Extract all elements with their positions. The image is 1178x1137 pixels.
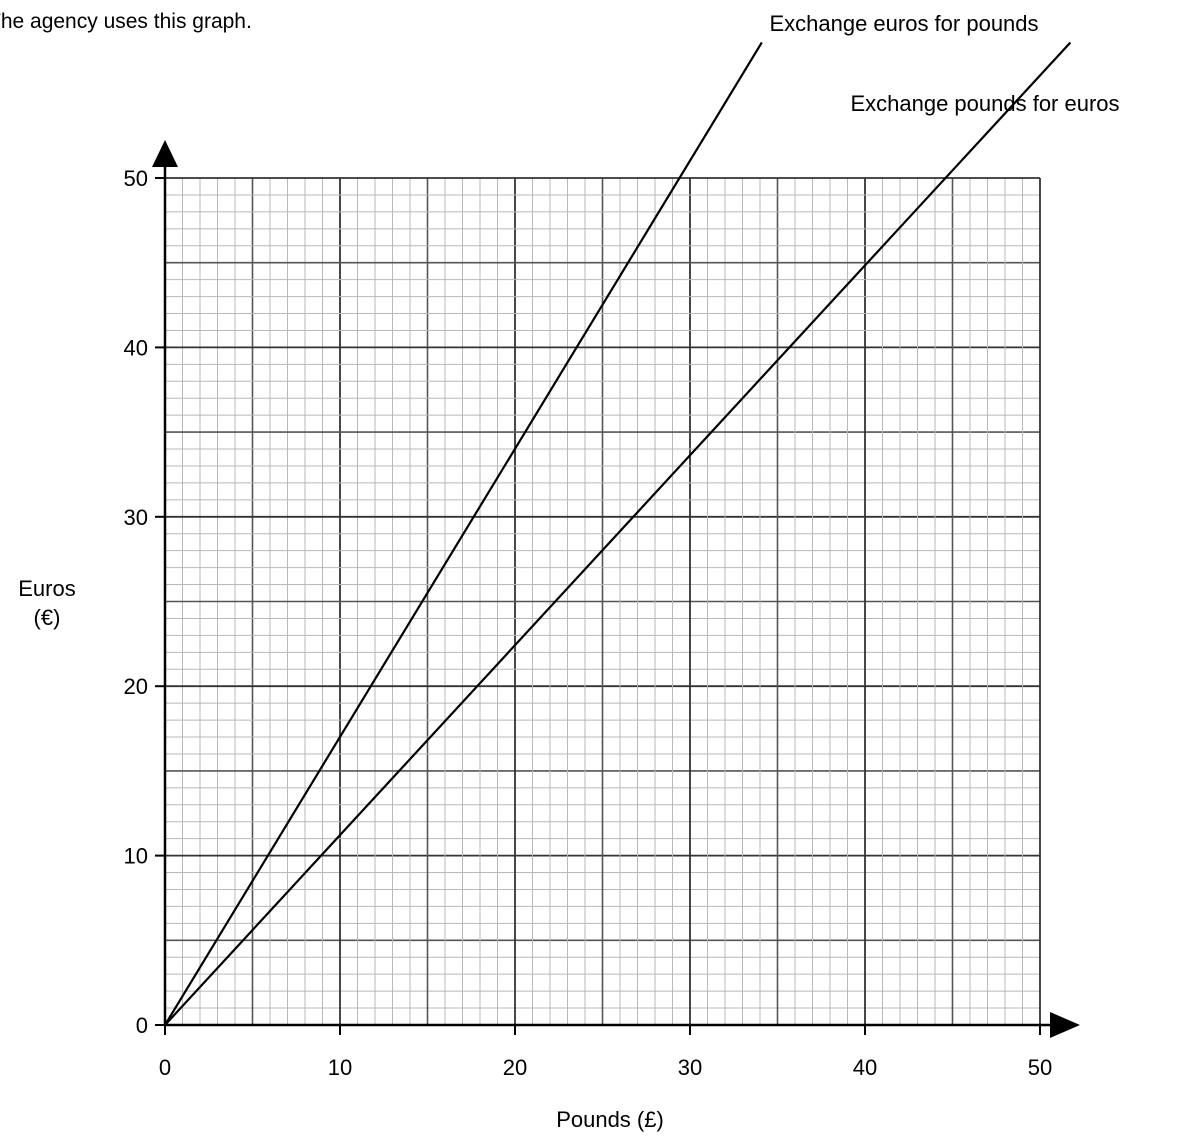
x-tick-label: 40	[853, 1055, 877, 1080]
x-tick-label: 10	[328, 1055, 352, 1080]
x-axis-label: Pounds (£)	[556, 1107, 664, 1132]
y-tick-label: 30	[124, 505, 148, 530]
x-tick-label: 20	[503, 1055, 527, 1080]
intro-text: The agency uses this graph.	[0, 10, 252, 33]
x-tick-label: 50	[1028, 1055, 1052, 1080]
series-line-1	[164, 41, 763, 1026]
grid	[164, 177, 1041, 1026]
x-tick-label: 30	[678, 1055, 702, 1080]
series-line-2	[164, 41, 1072, 1026]
x-axis-arrow-icon	[1050, 1012, 1080, 1038]
y-axis-label-line2: (€)	[34, 605, 61, 630]
y-tick-label: 50	[124, 166, 148, 191]
x-tick-label: 0	[159, 1055, 171, 1080]
y-tick-label: 0	[136, 1013, 148, 1038]
y-tick-label: 40	[124, 335, 148, 360]
axes	[152, 140, 1080, 1038]
series-lines	[164, 41, 1072, 1026]
y-tick-label: 20	[124, 674, 148, 699]
series-label-pounds-for-euros: Exchange pounds for euros	[850, 91, 1119, 116]
y-tick-label: 10	[124, 844, 148, 869]
page-header: The agency uses this graph.	[0, 0, 1178, 60]
series-label-euros-for-pounds: Exchange euros for pounds	[769, 11, 1038, 36]
tick-labels: 0 10 20 30 40 50 0 10 20 30 40 50	[124, 166, 1053, 1080]
labels: Exchange euros for pounds Exchange pound…	[18, 11, 1119, 1132]
y-axis-label-line1: Euros	[18, 576, 75, 601]
y-axis-arrow-icon	[152, 140, 178, 167]
